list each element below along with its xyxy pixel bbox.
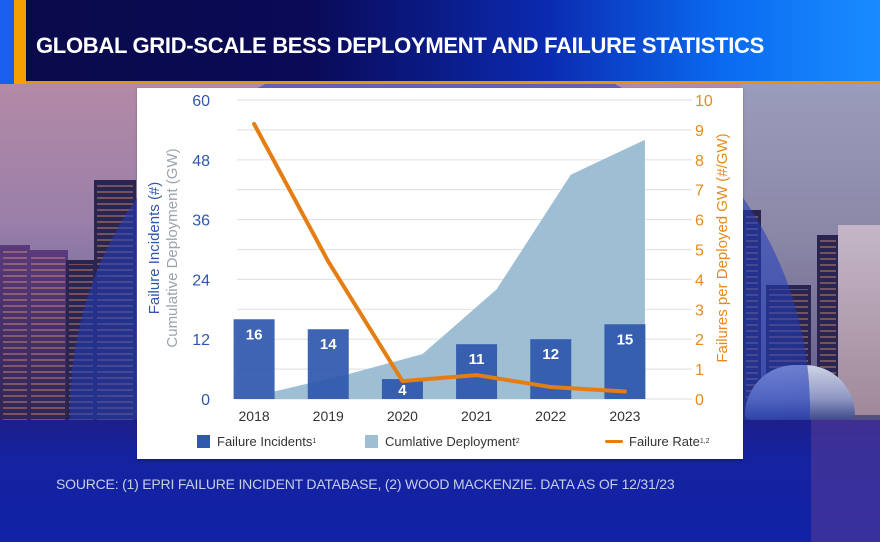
legend-item-incidents: Failure Incidents 1 [197, 434, 316, 449]
right-axis-tick-label: 4 [695, 272, 704, 289]
title-bar: GLOBAL GRID-SCALE BESS DEPLOYMENT AND FA… [0, 0, 880, 84]
legend-label-deployment: Cumlative Deployment [385, 434, 516, 449]
right-axis-tick-label: 0 [695, 392, 704, 409]
right-axis-tick-label: 10 [695, 93, 713, 110]
deployment-area [274, 139, 645, 399]
right-axis-tick-label: 2 [695, 332, 704, 349]
bar-data-label: 12 [542, 346, 559, 363]
bar-failure-incidents [307, 329, 349, 399]
bar-layer [233, 319, 646, 399]
legend-label-failure-rate: Failure Rate [629, 434, 700, 449]
left-axis-tick-label: 36 [192, 213, 210, 230]
left-axis-label-primary: Failure Incidents (#) [146, 182, 163, 315]
legend-item-deployment: Cumlative Deployment 2 [365, 434, 520, 449]
right-axis-ticks: 0 1 2 3 4 5 6 7 8 9 10 [695, 93, 713, 409]
left-axis-tick-label: 12 [192, 332, 210, 349]
right-axis-tick-label: 8 [695, 153, 704, 170]
title-accent-blue [0, 0, 14, 84]
right-axis-tick-label: 5 [695, 243, 704, 260]
failure-rate-line-layer [252, 121, 627, 394]
chart-legend: Failure Incidents 1 Cumlative Deployment 2… [137, 431, 743, 453]
bar-failure-incidents [456, 344, 498, 399]
right-axis-tick-label: 6 [695, 213, 704, 230]
bar-data-label: 16 [246, 326, 263, 343]
x-axis-tick-label: 2019 [313, 408, 344, 424]
deployment-area-layer [274, 139, 645, 399]
background-building [0, 245, 30, 425]
right-axis-tick-label: 1 [695, 362, 704, 379]
x-axis-tick-label: 2021 [461, 408, 492, 424]
x-axis-tick-label: 2020 [387, 408, 418, 424]
title-accent-orange [14, 0, 26, 84]
source-note: SOURCE: (1) EPRI FAILURE INCIDENT DATABA… [56, 476, 675, 492]
x-axis-ticks: 2018 2019 2020 2021 2022 2023 [239, 408, 641, 424]
left-axis-label-secondary: Cumulative Deployment (GW) [164, 148, 181, 347]
x-axis-tick-label: 2023 [609, 408, 640, 424]
right-axis-label: Failures per Deployed GW (#/GW) [714, 133, 731, 362]
x-axis-tick-label: 2018 [239, 408, 270, 424]
background-building [28, 250, 68, 425]
left-axis-ticks: 0 12 24 36 48 60 [192, 93, 210, 409]
background-right-band [811, 420, 880, 542]
bar-data-label: 15 [617, 331, 634, 348]
legend-swatch-deployment [365, 435, 378, 448]
x-axis-tick-label: 2022 [535, 408, 566, 424]
bar-failure-incidents [604, 324, 646, 399]
left-axis-tick-label: 60 [192, 93, 210, 110]
chart-panel: 16 14 4 11 12 15 0 12 24 36 48 60 0 1 2 3 4 5 6 7 8 9 10 201… [137, 88, 743, 459]
legend-label-incidents: Failure Incidents [217, 434, 313, 449]
page-title: GLOBAL GRID-SCALE BESS DEPLOYMENT AND FA… [36, 33, 764, 58]
right-axis-tick-label: 3 [695, 302, 704, 319]
bar-data-label: 4 [398, 382, 407, 399]
left-axis-tick-label: 24 [192, 272, 210, 289]
bar-failure-incidents [381, 379, 423, 399]
bar-label-layer: 16 14 4 11 12 15 [246, 326, 634, 399]
left-axis-tick-label: 48 [192, 153, 210, 170]
right-axis-tick-label: 9 [695, 123, 704, 140]
failure-rate-line [252, 121, 627, 394]
bar-failure-incidents [233, 319, 275, 399]
legend-line-failure-rate [605, 440, 623, 443]
bar-data-label: 11 [469, 351, 485, 368]
legend-swatch-incidents [197, 435, 210, 448]
legend-item-failure-rate: Failure Rate 1,2 [605, 434, 710, 449]
left-axis-tick-label: 0 [201, 392, 210, 409]
background-building [838, 225, 880, 415]
right-axis-tick-label: 7 [695, 183, 704, 200]
bar-data-label: 14 [320, 336, 337, 353]
